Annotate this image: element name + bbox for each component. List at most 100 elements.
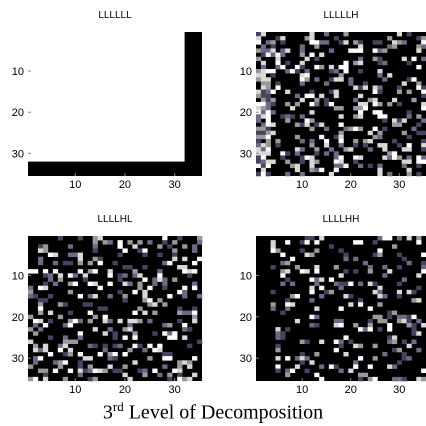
pixel bbox=[92, 281, 98, 287]
pixel bbox=[152, 277, 158, 282]
pixel bbox=[416, 81, 422, 86]
pixel bbox=[299, 81, 305, 86]
pixel bbox=[57, 364, 64, 369]
pixel bbox=[324, 151, 330, 156]
pixel bbox=[338, 306, 344, 311]
pixel bbox=[177, 310, 183, 316]
pixel bbox=[97, 256, 103, 262]
pixel bbox=[67, 244, 74, 249]
pixel bbox=[319, 64, 325, 70]
pixel bbox=[270, 97, 276, 103]
pixel bbox=[396, 281, 403, 287]
pixel bbox=[112, 356, 118, 361]
pixel bbox=[152, 331, 158, 336]
pixel bbox=[372, 110, 378, 115]
pixel bbox=[314, 314, 320, 320]
pixel bbox=[42, 269, 49, 274]
pixel bbox=[367, 327, 373, 332]
pixel bbox=[260, 69, 267, 74]
pixel bbox=[265, 52, 271, 57]
pixel bbox=[67, 352, 74, 357]
pixel bbox=[260, 93, 267, 99]
pixel bbox=[358, 106, 364, 111]
pixel bbox=[28, 289, 34, 295]
pixel bbox=[37, 285, 44, 291]
pixel bbox=[275, 143, 281, 148]
pixel bbox=[324, 138, 330, 144]
pixel bbox=[377, 85, 383, 90]
pixel bbox=[280, 252, 286, 258]
pixel bbox=[72, 281, 79, 287]
pixel bbox=[37, 256, 44, 262]
pixel bbox=[132, 335, 138, 340]
pixel bbox=[372, 134, 378, 140]
pixel bbox=[358, 281, 364, 287]
pixel bbox=[319, 52, 325, 57]
pixel bbox=[182, 256, 188, 262]
pixel bbox=[132, 244, 138, 249]
pixel bbox=[37, 298, 44, 303]
pixel bbox=[377, 327, 383, 332]
pixel bbox=[377, 294, 383, 299]
pixel bbox=[52, 360, 59, 365]
pixel bbox=[299, 147, 305, 152]
pixel bbox=[343, 69, 349, 74]
pixel bbox=[147, 285, 153, 291]
pixel bbox=[187, 310, 193, 316]
pixel bbox=[353, 60, 359, 66]
pixel bbox=[172, 240, 178, 245]
x-tick-label: 20 bbox=[119, 179, 131, 191]
pixel bbox=[358, 93, 364, 99]
pixel bbox=[338, 40, 344, 45]
pixel bbox=[367, 364, 373, 369]
pixel bbox=[362, 138, 369, 144]
pixel bbox=[401, 256, 407, 262]
y-tick-label: 30 bbox=[12, 148, 24, 160]
pixel bbox=[353, 106, 359, 111]
pixel bbox=[358, 240, 364, 245]
pixel bbox=[265, 93, 271, 99]
pixel bbox=[401, 130, 407, 136]
pixel bbox=[411, 77, 417, 82]
pixel bbox=[192, 310, 198, 316]
pixel bbox=[182, 244, 188, 249]
pixel bbox=[157, 343, 163, 349]
pixel bbox=[304, 69, 310, 74]
pixel bbox=[265, 101, 271, 107]
pixel bbox=[348, 368, 354, 374]
pixel bbox=[87, 364, 93, 369]
x-tick-label: 30 bbox=[169, 179, 181, 191]
pixel bbox=[309, 118, 315, 123]
pixel bbox=[260, 163, 267, 169]
pixel bbox=[37, 310, 44, 316]
pixel bbox=[401, 352, 407, 357]
pixel bbox=[416, 171, 422, 177]
pixel bbox=[314, 147, 320, 152]
pixel bbox=[406, 323, 412, 328]
pixel bbox=[416, 376, 422, 382]
pixel bbox=[256, 56, 262, 62]
pixel bbox=[265, 151, 271, 156]
pixel bbox=[280, 48, 286, 53]
pixel bbox=[102, 240, 108, 245]
pixel bbox=[256, 130, 262, 136]
pixel bbox=[265, 69, 271, 74]
pixel bbox=[67, 347, 74, 353]
pixel bbox=[57, 273, 64, 278]
pixel bbox=[304, 56, 310, 62]
pixel bbox=[67, 318, 74, 324]
pixel bbox=[275, 331, 281, 336]
pixel bbox=[338, 122, 344, 127]
pixel bbox=[299, 240, 305, 245]
pixel bbox=[406, 155, 412, 160]
pixel bbox=[42, 281, 49, 287]
pixel bbox=[157, 277, 163, 282]
pixel bbox=[362, 327, 369, 332]
pixel bbox=[192, 318, 198, 324]
pixel bbox=[275, 327, 281, 332]
pixel bbox=[142, 294, 148, 299]
pixel bbox=[77, 236, 83, 241]
pixel bbox=[177, 368, 183, 374]
pixel bbox=[362, 101, 369, 107]
pixel bbox=[319, 236, 325, 241]
